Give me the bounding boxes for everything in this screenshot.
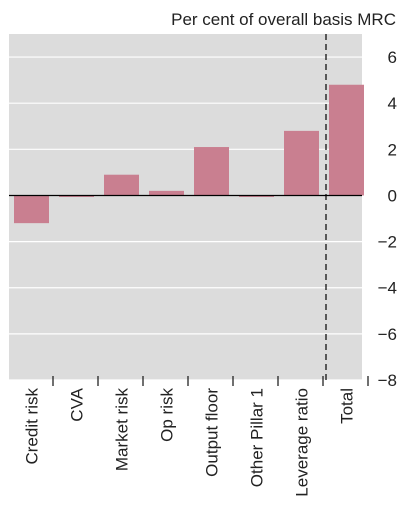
y-tick-label: 0 <box>388 186 397 205</box>
bar-op-risk <box>149 190 184 196</box>
bar-cva <box>59 195 94 197</box>
x-tick-label: Leverage ratio <box>293 388 312 497</box>
bar-other-pillar-1 <box>239 195 274 197</box>
y-tick-label: −2 <box>378 233 397 252</box>
bars <box>14 84 364 224</box>
bar-market-risk <box>104 174 139 196</box>
x-tick-label: CVA <box>68 387 87 421</box>
gridlines <box>9 56 362 381</box>
x-tick-label: Market risk <box>113 388 132 472</box>
y-axis-ticks: 6 4 2 0 −2 −4 −6 −8 <box>378 48 397 390</box>
x-tick-label: Credit risk <box>23 388 42 465</box>
bar-leverage-ratio <box>284 130 319 196</box>
plot-background <box>9 34 362 380</box>
bar-credit-risk <box>14 195 49 224</box>
x-tick-label: Total <box>338 388 357 424</box>
y-tick-label: 2 <box>388 140 397 159</box>
bar-output-floor <box>194 147 229 196</box>
y-tick-label: −4 <box>378 279 397 298</box>
x-tick-label: Other Pillar 1 <box>248 388 267 487</box>
x-tick-label: Op risk <box>158 388 177 442</box>
bar-total <box>329 84 364 196</box>
x-axis-ticks: Credit risk CVA Market risk Op risk Output f… <box>23 376 369 497</box>
x-tick-label: Output floor <box>203 388 222 477</box>
y-tick-label: 4 <box>388 94 397 113</box>
y-tick-label: −8 <box>378 371 397 390</box>
chart-title: Per cent of overall basis MRC <box>171 10 396 29</box>
y-tick-label: −6 <box>378 325 397 344</box>
y-tick-label: 6 <box>388 48 397 67</box>
